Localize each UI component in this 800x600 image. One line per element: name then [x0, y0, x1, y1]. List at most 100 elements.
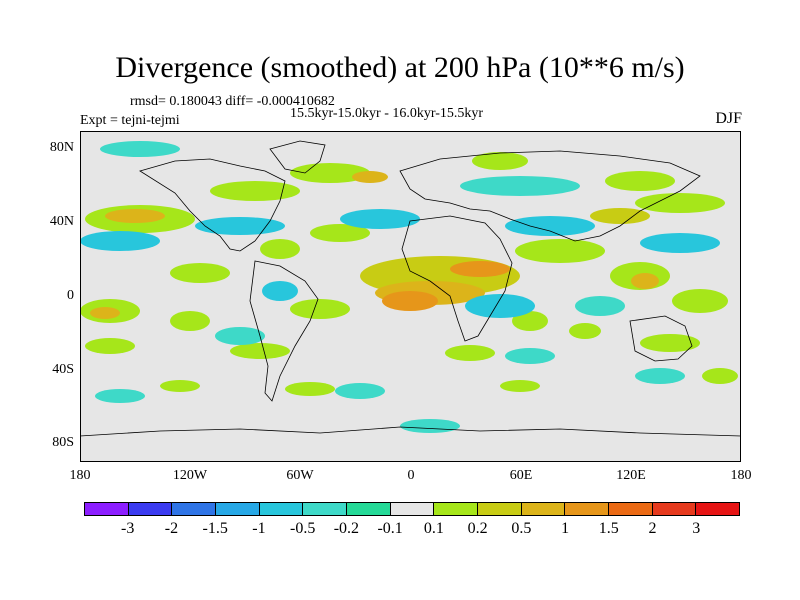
colorbar-swatch: [609, 503, 653, 515]
colorbar-swatch: [390, 503, 435, 515]
x-tick-180e: 180: [730, 468, 752, 483]
field-patch: [445, 345, 495, 361]
y-tick-40n: 40N: [49, 214, 74, 229]
field-patch: [640, 233, 720, 253]
field-patch: [290, 299, 350, 319]
colorbar-label: -1.5: [202, 520, 228, 537]
field-patch: [195, 217, 285, 235]
colorbar-label: 0.1: [423, 520, 444, 537]
x-tick-120e: 120E: [616, 468, 646, 483]
colorbar-swatch: [696, 503, 740, 515]
field-patch: [515, 239, 605, 263]
field-patch: [472, 152, 528, 170]
map-canvas: [80, 131, 741, 462]
field-patch: [575, 296, 625, 316]
field-patch: [215, 327, 265, 345]
field-patch: [631, 273, 659, 289]
field-patch: [285, 382, 335, 396]
experiment-label: Expt = tejni-tejmi: [80, 113, 180, 128]
field-patch: [340, 209, 420, 229]
field-patch: [505, 348, 555, 364]
field-patch: [90, 307, 120, 319]
field-patch: [85, 338, 135, 354]
field-patch: [605, 171, 675, 191]
colorbar-swatch: [521, 503, 566, 515]
rmsd-diff-stats: rmsd= 0.180043 diff= -0.000410682: [130, 94, 335, 109]
y-tick-80n: 80N: [49, 140, 74, 155]
x-tick-0: 0: [407, 468, 415, 483]
colorbar: [84, 502, 740, 516]
divergence-field: [80, 141, 738, 433]
colorbar-label: 1: [561, 520, 570, 537]
x-tick-120w: 120W: [172, 468, 208, 483]
field-patch: [335, 383, 385, 399]
field-patch: [400, 419, 460, 433]
colorbar-label: -1: [252, 520, 266, 537]
colorbar-swatch: [434, 503, 479, 515]
colorbar-label: -0.1: [377, 520, 403, 537]
coast-south-america: [249, 260, 319, 402]
field-patch: [672, 289, 728, 313]
coast-north-america: [139, 158, 286, 252]
colorbar-swatch: [652, 503, 697, 515]
y-tick-40s: 40S: [52, 362, 74, 377]
coast-antarctica: [80, 426, 741, 437]
colorbar-swatch: [128, 503, 173, 515]
colorbar-label: 3: [692, 520, 701, 537]
x-tick-60e: 60E: [509, 468, 533, 483]
plot-title: Divergence (smoothed) at 200 hPa (10**6 …: [115, 51, 685, 84]
colorbar-swatch: [478, 503, 522, 515]
coast-eurasia: [399, 150, 701, 242]
map-frame: [80, 131, 741, 462]
colorbar-swatch: [303, 503, 348, 515]
field-patch: [170, 263, 230, 283]
coast-africa: [401, 215, 513, 342]
field-patch: [80, 231, 160, 251]
field-patch: [569, 323, 601, 339]
colorbar-label: 2: [648, 520, 657, 537]
field-patch: [635, 193, 725, 213]
field-patch: [635, 368, 685, 384]
season-label: DJF: [715, 110, 742, 127]
field-patch: [262, 281, 298, 301]
field-patch: [160, 380, 200, 392]
colorbar-label: 0.5: [511, 520, 532, 537]
field-patch: [170, 311, 210, 331]
field-patch: [460, 176, 580, 196]
field-patch: [105, 209, 165, 223]
colorbar-swatch: [172, 503, 217, 515]
field-patch: [100, 141, 180, 157]
coast-australia: [629, 315, 693, 362]
colorbar-swatch: [85, 503, 129, 515]
field-patch: [590, 208, 650, 224]
field-patch: [450, 261, 510, 277]
field-patch: [500, 380, 540, 392]
colorbar-swatch: [216, 503, 260, 515]
field-patch: [382, 291, 438, 311]
coast-greenland: [269, 140, 326, 174]
field-patch: [260, 239, 300, 259]
colorbar-label: -0.5: [289, 520, 316, 537]
field-patch: [310, 224, 370, 242]
colorbar-label: 1.5: [598, 520, 619, 537]
x-tick-180w: 180: [69, 468, 91, 483]
field-patch: [702, 368, 738, 384]
colorbar-swatch: [565, 503, 610, 515]
field-patch: [505, 216, 595, 236]
field-patch: [230, 343, 290, 359]
period-difference-label: 15.5kyr-15.0kyr - 16.0kyr-15.5kyr: [290, 106, 484, 121]
colorbar-swatch: [259, 503, 304, 515]
colorbar-swatch: [347, 503, 391, 515]
colorbar-label: 0.2: [467, 520, 488, 537]
x-tick-60w: 60W: [286, 468, 314, 483]
colorbar-label: -2: [164, 520, 179, 537]
field-patch: [512, 311, 548, 331]
field-patch: [465, 294, 535, 318]
field-patch: [640, 334, 700, 352]
field-patch: [352, 171, 388, 183]
colorbar-label: -0.2: [333, 520, 360, 537]
field-patch: [210, 181, 300, 201]
field-patch: [290, 163, 370, 183]
divergence-map: [80, 131, 741, 462]
coastlines: [80, 140, 741, 437]
